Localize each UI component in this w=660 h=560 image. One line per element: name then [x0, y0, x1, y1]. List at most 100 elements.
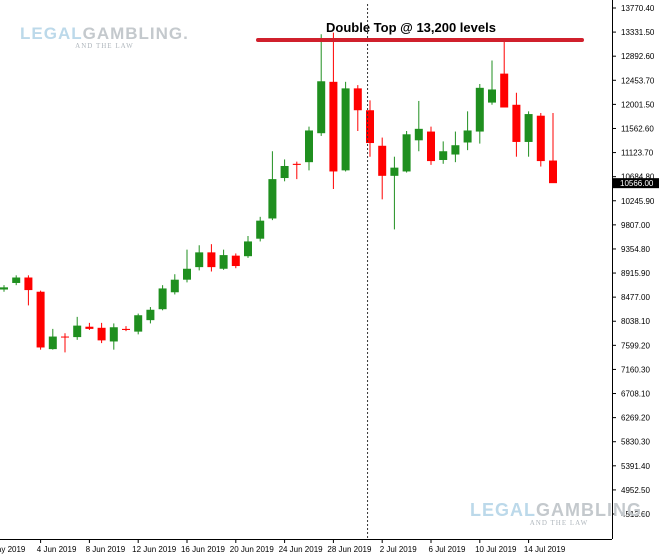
logo-gambling-text: GAMBLING: [82, 24, 184, 43]
candle-body-bullish: [195, 252, 204, 268]
logo-legal-text: LEGAL: [20, 24, 83, 43]
candle: [195, 245, 204, 271]
candle: [305, 126, 313, 171]
x-tick-label: 8 Jun 2019: [86, 545, 126, 554]
x-tick-label: 20 Jun 2019: [230, 545, 275, 554]
candle-body-bullish: [134, 315, 143, 332]
candle: [268, 151, 277, 221]
candle: [256, 216, 265, 242]
current-price-label: 10566.00: [620, 179, 654, 188]
candle: [366, 100, 374, 157]
logo-tagline: AND THE LAW: [529, 519, 589, 527]
candle-body-bullish: [183, 268, 191, 280]
candle-body-bearish: [378, 145, 387, 176]
candle: [109, 323, 118, 350]
candle: [475, 84, 484, 144]
candle: [0, 285, 8, 292]
candle-body-bullish: [146, 309, 155, 321]
candle-body-bullish: [268, 179, 277, 219]
y-tick-label: 9354.80: [621, 245, 650, 254]
x-tick-label: May 2019: [0, 545, 26, 554]
logo-gambling-text: GAMBLING: [536, 500, 642, 520]
candle: [536, 112, 545, 167]
candle-body-bullish: [402, 134, 411, 172]
candle: [402, 131, 411, 173]
double-top-annotation: Double Top @ 13,200 levels: [326, 20, 496, 35]
candle: [158, 285, 167, 311]
y-tick-label: 6708.10: [621, 390, 650, 399]
candle-body-bullish: [451, 145, 460, 155]
candle-body-bearish: [97, 327, 106, 341]
y-tick-label: 11123.70: [621, 149, 654, 158]
candle: [183, 249, 191, 283]
logo-top: LEGALGAMBLING. AND THE LAW: [20, 24, 189, 50]
candle: [61, 333, 69, 353]
candle: [231, 253, 240, 269]
candle: [134, 313, 143, 335]
candle-body-bearish: [231, 255, 240, 267]
candle-body-bullish: [0, 287, 8, 290]
candle-body-bearish: [61, 336, 69, 338]
y-tick-label: 4513.60: [621, 510, 650, 519]
candle-body-bullish: [170, 279, 179, 293]
candle-body-bullish: [488, 89, 496, 103]
candle-body-bullish: [244, 241, 252, 257]
candle-body-bullish: [414, 128, 423, 141]
candle: [24, 275, 33, 306]
candle-body-bearish: [549, 160, 557, 184]
x-tick-label: 14 Jul 2019: [524, 545, 566, 554]
candle: [488, 60, 496, 105]
candle-body-bearish: [353, 88, 362, 111]
candle: [390, 156, 399, 230]
candle: [48, 328, 57, 350]
logo-dot: .: [183, 24, 189, 43]
y-tick-label: 13770.40: [621, 4, 655, 13]
x-tick-label: 16 Jun 2019: [181, 545, 226, 554]
y-tick-label: 8038.10: [621, 317, 650, 326]
candle-body-bullish: [463, 130, 472, 143]
candle: [439, 141, 448, 164]
candle: [549, 112, 557, 184]
candle-body-bullish: [219, 255, 228, 269]
candle: [500, 39, 509, 108]
x-tick-label: 4 Jun 2019: [37, 545, 77, 554]
candles-layer: [0, 32, 557, 353]
candle: [414, 100, 423, 152]
candle: [317, 34, 326, 136]
y-tick-label: 7599.20: [621, 341, 650, 350]
y-tick-label: 6269.20: [621, 414, 650, 423]
y-tick-label: 10245.90: [621, 197, 655, 206]
candle-body-bearish: [536, 115, 545, 162]
candle-body-bearish: [122, 328, 130, 330]
logo-dot: .: [642, 500, 649, 520]
y-tick-label: 11562.60: [621, 124, 654, 133]
candle-body-bullish: [341, 88, 350, 171]
y-tick-label: 5830.30: [621, 438, 650, 447]
candle-body-bullish: [305, 130, 313, 163]
candle-body-bullish: [256, 220, 265, 239]
x-tick-label: 6 Jul 2019: [429, 545, 466, 554]
candle: [280, 159, 289, 182]
candle: [97, 322, 106, 344]
candle: [451, 131, 460, 163]
candle-body-bearish: [24, 277, 33, 291]
y-tick-label: 8915.90: [621, 269, 650, 278]
candle-body-bearish: [500, 73, 509, 108]
candle: [378, 137, 387, 200]
candle-body-bullish: [73, 325, 82, 338]
candle: [244, 235, 252, 258]
candle-body-bullish: [12, 277, 21, 283]
y-tick-label: 8477.00: [621, 293, 650, 302]
candle-body-bullish: [317, 81, 326, 134]
logo-tagline: AND THE LAW: [75, 42, 134, 50]
current-price-box: [613, 178, 659, 189]
y-tick-label: 7160.30: [621, 365, 650, 374]
candle-body-bearish: [366, 110, 374, 144]
candle: [85, 322, 94, 330]
x-tick-label: 2 Jul 2019: [380, 545, 417, 554]
x-tick-label: 10 Jul 2019: [475, 545, 517, 554]
candle: [36, 290, 45, 350]
candle: [207, 244, 216, 272]
